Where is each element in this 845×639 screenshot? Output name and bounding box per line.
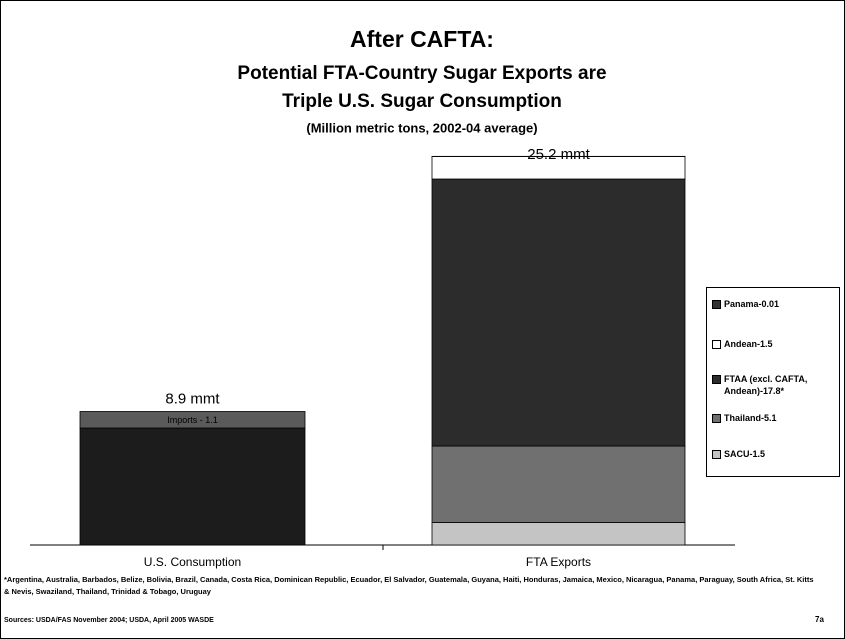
bar-segment [79, 411, 306, 429]
legend-label: FTAA (excl. CAFTA, Andean)-17.8* [724, 374, 808, 396]
data-label: Imports - 1.1 [167, 415, 218, 425]
units-label: (Million metric tons, 2002-04 average) [306, 120, 537, 135]
legend-entry: Andean-1.5 [712, 338, 834, 350]
x-tick-label: U.S. Consumption [144, 555, 241, 569]
legend-swatch [712, 414, 721, 423]
legend-entry: Panama-0.01 [712, 298, 834, 310]
legend-label: Panama-0.01 [724, 299, 780, 309]
chart-subtitle: Potential FTA-Country Sugar Exports are [237, 63, 606, 84]
source: Sources: USDA/FAS November 2004; USDA, A… [4, 617, 214, 624]
legend-swatch [712, 375, 721, 384]
chart-title: After CAFTA: [350, 26, 494, 52]
page-number: 7a [815, 615, 824, 624]
legend-entry: FTAA (excl. CAFTA, Andean)-17.8* [712, 373, 834, 397]
legend-label: Thailand-5.1 [724, 413, 777, 423]
total-label: 8.9 mmt [165, 390, 220, 407]
legend-swatch [712, 450, 721, 459]
legend-swatch [712, 300, 721, 309]
bar-segment [431, 178, 686, 447]
chart-subtitle: Triple U.S. Sugar Consumption [282, 91, 562, 112]
bar-segment [431, 522, 686, 546]
legend-label: SACU-1.5 [724, 449, 766, 459]
footnote: *Argentina, Australia, Barbados, Belize,… [4, 575, 814, 596]
bar-segment [79, 427, 306, 546]
legend-label: Andean-1.5 [724, 339, 773, 349]
legend-entry: Thailand-5.1 [712, 412, 834, 424]
total-label: 25.2 mmt [527, 146, 590, 163]
legend: Panama-0.01 Andean-1.5 FTAA (excl. CAFTA, … [706, 287, 840, 477]
legend-entry: SACU-1.5 [712, 448, 834, 460]
legend-swatch [712, 340, 721, 349]
x-tick-label: FTA Exports [526, 555, 591, 569]
bar-segment [431, 445, 686, 523]
